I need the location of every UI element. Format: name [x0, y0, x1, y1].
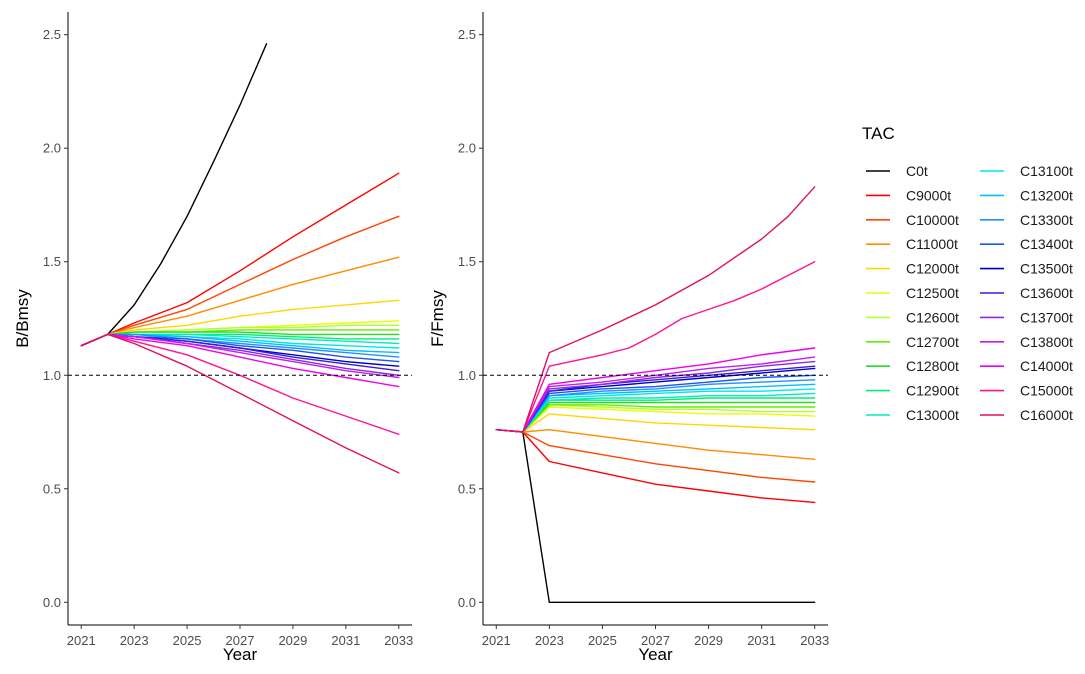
legend-label: C15000t — [1020, 383, 1073, 399]
x-tick-label: 2025 — [173, 633, 202, 648]
series-line-c14000t — [495, 347, 816, 433]
series-line-c10000t — [80, 215, 400, 347]
y-tick-label: 2.0 — [458, 141, 476, 156]
series-line-c13600t — [495, 365, 816, 433]
legend-label: C12900t — [906, 383, 959, 399]
legend-label: C13500t — [1020, 261, 1073, 277]
chart-panels: 0.0 0.5 1.0 1.5 2.0 2.5 2021 2023 2025 2027 2029 20… — [13, 12, 829, 664]
x-tick-label: 2021 — [67, 633, 96, 648]
series-line-c11000t — [495, 429, 816, 460]
x-tick-label: 2029 — [278, 633, 307, 648]
series-line-c16000t — [80, 333, 400, 474]
y-tick-label: 1.5 — [43, 254, 61, 269]
x-tick-label: 2023 — [120, 633, 149, 648]
x-tick-label: 2033 — [800, 633, 829, 648]
legend-items: C0t C9000t C10000t C11000t C12000t C12500t C12… — [866, 163, 1073, 423]
legend-label: C14000t — [1020, 358, 1073, 374]
y-tick-label: 1.5 — [458, 254, 476, 269]
series-line-c12000t — [495, 413, 816, 433]
series-line-c10000t — [495, 429, 816, 483]
series-line-c9000t — [495, 429, 816, 504]
x-tick-label: 2021 — [482, 633, 511, 648]
x-tick-label: 2023 — [535, 633, 564, 648]
x-tick-label: 2031 — [747, 633, 776, 648]
legend-label: C13400t — [1020, 236, 1073, 252]
series-lines — [495, 186, 816, 603]
y-tick-label: 2.5 — [458, 27, 476, 42]
legend-label: C9000t — [906, 187, 951, 203]
y-axis-title: B/Bmsy — [13, 289, 32, 348]
legend-label: C12000t — [906, 261, 959, 277]
panel-bbmsy: 0.0 0.5 1.0 1.5 2.0 2.5 2021 2023 2025 2027 2029 20… — [13, 12, 413, 664]
x-tick-label: 2027 — [641, 633, 670, 648]
legend-label: C10000t — [906, 212, 959, 228]
y-tick-label: 0.0 — [458, 595, 476, 610]
panel-ffmsy: 0.0 0.5 1.0 1.5 2.0 2.5 2021 2023 2025 2027 2029 20… — [428, 12, 829, 664]
legend-label: C13000t — [906, 407, 959, 423]
legend-label: C12700t — [906, 334, 959, 350]
legend-label: C12800t — [906, 358, 959, 374]
series-line-c0t — [495, 429, 816, 603]
series-line-c15000t — [80, 333, 400, 435]
y-tick-label: 2.0 — [43, 141, 61, 156]
x-axis-title: Year — [638, 645, 673, 664]
x-tick-label: 2025 — [588, 633, 617, 648]
legend-label: C0t — [906, 163, 928, 179]
y-tick-label: 1.0 — [43, 368, 61, 383]
x-tick-label: 2031 — [331, 633, 360, 648]
legend-label: C12500t — [906, 285, 959, 301]
legend-label: C13700t — [1020, 309, 1073, 325]
legend-label: C12600t — [906, 309, 959, 325]
legend-label: C13200t — [1020, 187, 1073, 203]
series-line-c9000t — [80, 172, 400, 347]
series-line-c15000t — [495, 261, 816, 433]
series-line-c0t — [80, 43, 268, 347]
x-tick-label: 2027 — [226, 633, 255, 648]
y-tick-label: 2.5 — [43, 27, 61, 42]
x-tick-label: 2029 — [694, 633, 723, 648]
legend-label: C16000t — [1020, 407, 1073, 423]
y-tick-label: 0.5 — [43, 481, 61, 496]
x-axis-title: Year — [223, 645, 258, 664]
legend: TAC C0t C9000t C10000t C11000t C12000t C12500… — [862, 124, 1073, 423]
legend-label: C13100t — [1020, 163, 1073, 179]
legend-title: TAC — [862, 124, 895, 143]
x-tick-label: 2033 — [384, 633, 413, 648]
legend-label: C11000t — [906, 236, 958, 252]
y-axis-title: F/Fmsy — [428, 290, 447, 347]
legend-label: C13600t — [1020, 285, 1073, 301]
y-tick-label: 1.0 — [458, 368, 476, 383]
legend-label: C13800t — [1020, 334, 1073, 350]
y-tick-label: 0.5 — [458, 481, 476, 496]
series-lines — [80, 43, 400, 474]
y-tick-label: 0.0 — [43, 595, 61, 610]
legend-label: C13300t — [1020, 212, 1073, 228]
series-line-c16000t — [495, 186, 816, 433]
